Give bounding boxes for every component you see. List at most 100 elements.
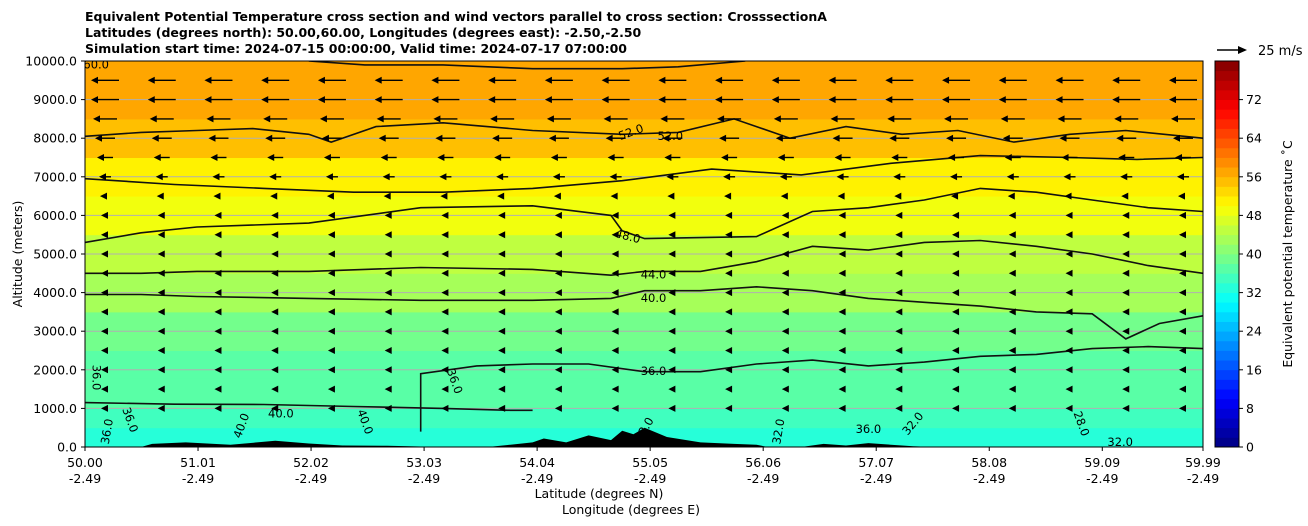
chart-title-line1: Equivalent Potential Temperature cross s… [85, 9, 827, 24]
wind-arrow [327, 308, 335, 316]
contour-label: 36.0 [90, 365, 104, 391]
wind-arrow [1008, 250, 1016, 258]
wind-arrow [611, 211, 619, 219]
wind-arrow [206, 115, 231, 123]
contour-line [308, 61, 746, 70]
contour-label: 36.0 [98, 418, 116, 446]
wind-arrow [611, 385, 619, 393]
wind-arrow [611, 269, 619, 277]
wind-key-arrowhead [1238, 46, 1247, 54]
x-tick-label-lat: 56.06 [745, 455, 781, 470]
wind-arrow [895, 366, 903, 374]
wind-arrow [1008, 231, 1016, 239]
wind-arrow [838, 231, 846, 239]
wind-arrow [942, 96, 971, 104]
x-tick-label-lon: -2.49 [860, 471, 892, 486]
wind-arrow [838, 404, 846, 412]
wind-arrow [1065, 289, 1073, 297]
wind-arrow [838, 250, 846, 258]
wind-arrow [781, 404, 789, 412]
wind-arrow [895, 327, 903, 335]
y-tick-label: 2000.0 [33, 362, 77, 377]
colorbar-tick-label: 24 [1246, 324, 1262, 339]
wind-arrow [1122, 269, 1130, 277]
wind-arrow [554, 250, 562, 258]
x-tick-label-lon: -2.49 [973, 471, 1005, 486]
x-tick-label-lat: 58.08 [971, 455, 1007, 470]
contour-line [85, 154, 1203, 193]
y-tick-label: 3000.0 [33, 324, 77, 339]
colorbar-tick-label: 40 [1246, 247, 1262, 262]
colorbar-band [1215, 263, 1239, 274]
wind-arrow [157, 327, 165, 335]
contour-line [85, 401, 533, 412]
wind-arrow [488, 96, 517, 104]
field-band [85, 408, 1203, 429]
wind-arrow [498, 347, 506, 354]
colorbar-band [1215, 340, 1239, 351]
wind-arrow [895, 385, 903, 393]
wind-arrow [554, 211, 562, 219]
wind-arrow [611, 289, 619, 297]
wind-arrow [384, 385, 392, 393]
wind-arrow [725, 250, 733, 258]
wind-arrow [100, 192, 107, 200]
x-tick-label-lat: 57.07 [858, 455, 894, 470]
wind-arrow [895, 231, 903, 239]
wind-arrow [156, 192, 164, 200]
colorbar-band [1215, 292, 1239, 303]
wind-arrow [270, 192, 278, 200]
wind-arrow [1179, 308, 1186, 316]
wind-arrow [327, 231, 335, 239]
colorbar-band [1215, 61, 1239, 72]
wind-arrow [1008, 385, 1016, 393]
wind-arrow [951, 192, 959, 200]
wind-arrow [838, 347, 846, 354]
wind-arrow [101, 211, 108, 219]
wind-arrow [1179, 250, 1186, 258]
wind-arrow [952, 366, 960, 374]
wind-arrow [441, 385, 449, 393]
wind-arrow [781, 347, 789, 354]
wind-arrow [838, 366, 846, 374]
wind-arrow [838, 385, 846, 393]
wind-arrow [1065, 385, 1073, 393]
wind-arrow [496, 173, 509, 181]
contour-label: 52.0 [657, 129, 683, 143]
wind-arrow [101, 308, 108, 316]
wind-arrow [498, 404, 506, 412]
wind-arrow [554, 231, 562, 239]
wind-arrow [548, 134, 569, 142]
wind-arrow [668, 231, 676, 239]
contour-label: 36.0 [641, 364, 667, 378]
x-tick-label-lat: 51.01 [180, 455, 216, 470]
contour-label: 48.0 [614, 226, 642, 246]
wind-arrow [319, 115, 344, 123]
wind-arrow [1122, 211, 1130, 219]
wind-arrow [1175, 154, 1191, 161]
wind-arrow [384, 327, 392, 335]
wind-arrow [725, 231, 733, 239]
wind-arrow [157, 289, 165, 297]
wind-arrow [157, 385, 165, 393]
wind-arrow [838, 211, 846, 219]
x-tick-label-lon: -2.49 [182, 471, 214, 486]
wind-arrow [97, 154, 113, 161]
chart-title-line2: Latitudes (degrees north): 50.00,60.00, … [85, 25, 642, 40]
colorbar-band [1215, 418, 1239, 429]
wind-arrow [1179, 231, 1186, 239]
wind-arrow [668, 250, 676, 258]
x-tick-label-lat: 59.99 [1185, 455, 1221, 470]
wind-arrow [554, 404, 562, 412]
wind-arrow [498, 231, 506, 239]
wind-arrow [327, 289, 335, 297]
wind-arrow [895, 250, 903, 258]
wind-arrow [325, 173, 338, 181]
colorbar-band [1215, 379, 1239, 390]
wind-arrow [894, 192, 902, 200]
wind-arrow [1059, 134, 1080, 142]
wind-arrow [212, 173, 225, 181]
wind-arrow [895, 211, 903, 219]
y-tick-label: 9000.0 [33, 92, 77, 107]
